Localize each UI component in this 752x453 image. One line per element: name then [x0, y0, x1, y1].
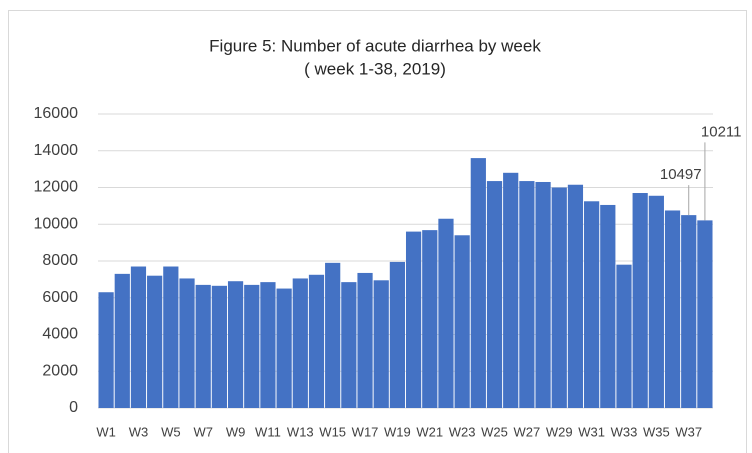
x-tick-label: W15 [319, 424, 346, 439]
x-tick-label: W31 [578, 424, 605, 439]
y-tick-label: 6000 [42, 289, 78, 306]
bar [470, 158, 486, 408]
bar [486, 181, 503, 408]
bar [664, 210, 681, 408]
bar [697, 220, 713, 408]
bar [325, 262, 341, 408]
y-tick-label: 12000 [34, 179, 79, 196]
bar [503, 172, 519, 408]
x-tick-label: W37 [675, 424, 702, 439]
x-tick-label: W23 [449, 424, 476, 439]
chart-subtitle: ( week 1-38, 2019) [304, 59, 446, 78]
y-tick-label: 0 [69, 399, 78, 416]
x-tick-label: W35 [643, 424, 670, 439]
x-tick-label: W1 [96, 424, 116, 439]
bar [535, 181, 551, 408]
bar [551, 187, 567, 408]
x-tick-label: W25 [481, 424, 508, 439]
bar [195, 284, 211, 408]
x-tick-label: W7 [193, 424, 213, 439]
bar [114, 273, 130, 408]
bar [567, 184, 584, 408]
x-tick-label: W27 [514, 424, 541, 439]
bar [357, 272, 373, 408]
bar [341, 282, 357, 408]
x-tick-label: W29 [546, 424, 573, 439]
bar [389, 261, 406, 408]
x-tick-label: W9 [226, 424, 246, 439]
bar [244, 284, 260, 408]
y-tick-label: 8000 [42, 252, 78, 269]
bar [292, 278, 308, 408]
bar [422, 230, 438, 408]
bar [454, 235, 470, 408]
bar [260, 282, 276, 408]
bar [519, 181, 535, 408]
bar [373, 280, 389, 408]
bar [227, 281, 244, 408]
y-tick-label: 4000 [42, 326, 78, 343]
bar [163, 266, 179, 408]
bar [632, 193, 648, 408]
bar [211, 285, 227, 408]
bar [147, 275, 163, 408]
bar [584, 201, 600, 408]
y-tick-label: 14000 [34, 142, 79, 159]
bar [648, 195, 664, 408]
bar [681, 215, 697, 408]
x-tick-label: W5 [161, 424, 181, 439]
y-tick-label: 10000 [34, 215, 79, 232]
data-label: 10211 [701, 123, 742, 140]
bar [438, 218, 454, 408]
bar [308, 274, 325, 408]
x-tick-label: W21 [416, 424, 443, 439]
bar [130, 266, 147, 408]
x-tick-label: W11 [255, 424, 281, 439]
bar [405, 231, 422, 408]
y-tick-label: 2000 [42, 362, 78, 379]
bar [616, 264, 632, 408]
x-tick-label: W3 [129, 424, 149, 439]
x-tick-label: W19 [384, 424, 411, 439]
data-label: 10497 [660, 166, 702, 183]
bar [179, 278, 195, 408]
x-tick-label: W17 [352, 424, 379, 439]
y-tick-label: 16000 [34, 105, 79, 122]
bar [600, 204, 616, 408]
bar [98, 292, 114, 408]
x-tick-label: W13 [287, 424, 314, 439]
bar [276, 288, 292, 408]
chart-title: Figure 5: Number of acute diarrhea by we… [209, 36, 541, 55]
x-tick-label: W33 [611, 424, 638, 439]
